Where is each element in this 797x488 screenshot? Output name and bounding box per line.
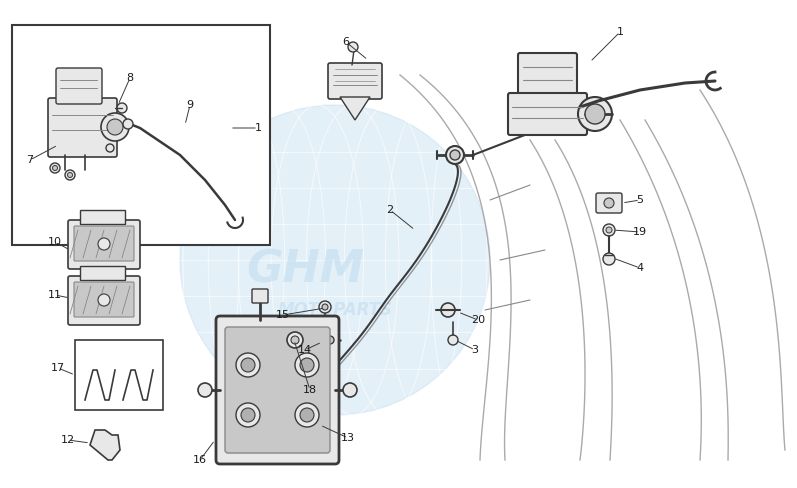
FancyBboxPatch shape — [328, 63, 382, 99]
Circle shape — [606, 227, 612, 233]
Circle shape — [295, 403, 319, 427]
Text: 15: 15 — [276, 310, 290, 320]
Polygon shape — [90, 430, 120, 460]
Circle shape — [241, 358, 255, 372]
Circle shape — [604, 198, 614, 208]
Circle shape — [98, 294, 110, 306]
Circle shape — [68, 172, 73, 178]
Circle shape — [287, 332, 303, 348]
Text: 14: 14 — [298, 345, 312, 355]
Text: 11: 11 — [48, 290, 62, 300]
Text: 17: 17 — [51, 363, 65, 373]
FancyBboxPatch shape — [74, 226, 134, 261]
FancyBboxPatch shape — [596, 193, 622, 213]
Circle shape — [236, 353, 260, 377]
Circle shape — [348, 42, 358, 52]
Circle shape — [123, 119, 133, 129]
Bar — [80, 210, 125, 224]
Polygon shape — [340, 97, 370, 120]
FancyBboxPatch shape — [225, 327, 330, 453]
Text: 1: 1 — [617, 27, 623, 37]
Text: 2: 2 — [387, 205, 394, 215]
Circle shape — [343, 383, 357, 397]
Bar — [12, 25, 270, 245]
Text: 12: 12 — [61, 435, 75, 445]
Circle shape — [180, 105, 490, 415]
Circle shape — [326, 336, 334, 344]
FancyBboxPatch shape — [518, 53, 577, 99]
Circle shape — [117, 103, 127, 113]
Circle shape — [441, 303, 455, 317]
Text: 19: 19 — [633, 227, 647, 237]
Circle shape — [65, 170, 75, 180]
FancyBboxPatch shape — [68, 276, 140, 325]
Text: 7: 7 — [26, 155, 33, 165]
FancyBboxPatch shape — [56, 68, 102, 104]
Circle shape — [50, 163, 60, 173]
Circle shape — [300, 408, 314, 422]
Text: 4: 4 — [637, 263, 643, 273]
Text: 1: 1 — [254, 123, 261, 133]
Text: 3: 3 — [472, 345, 478, 355]
Circle shape — [241, 408, 255, 422]
Circle shape — [53, 165, 57, 170]
FancyBboxPatch shape — [508, 93, 587, 135]
Text: MOTOPARTS: MOTOPARTS — [277, 301, 392, 319]
Circle shape — [106, 144, 114, 152]
Circle shape — [450, 150, 460, 160]
Circle shape — [585, 104, 605, 124]
Circle shape — [300, 358, 314, 372]
Circle shape — [198, 383, 212, 397]
Text: 6: 6 — [343, 37, 350, 47]
Circle shape — [236, 403, 260, 427]
Text: 13: 13 — [341, 433, 355, 443]
FancyBboxPatch shape — [216, 316, 339, 464]
Circle shape — [448, 335, 458, 345]
Text: 8: 8 — [127, 73, 134, 83]
Circle shape — [101, 113, 129, 141]
FancyBboxPatch shape — [252, 289, 268, 303]
Text: GHM: GHM — [246, 248, 364, 291]
Text: 5: 5 — [637, 195, 643, 205]
Bar — [80, 266, 125, 280]
Bar — [75, 340, 163, 410]
Text: 18: 18 — [303, 385, 317, 395]
FancyBboxPatch shape — [48, 98, 117, 157]
Circle shape — [98, 238, 110, 250]
Circle shape — [603, 253, 615, 265]
Circle shape — [322, 304, 328, 310]
Circle shape — [578, 97, 612, 131]
Circle shape — [446, 146, 464, 164]
Text: 16: 16 — [193, 455, 207, 465]
Circle shape — [291, 336, 299, 344]
Circle shape — [295, 353, 319, 377]
Circle shape — [319, 301, 331, 313]
FancyBboxPatch shape — [74, 282, 134, 317]
FancyBboxPatch shape — [68, 220, 140, 269]
Text: 10: 10 — [48, 237, 62, 247]
Circle shape — [322, 332, 338, 348]
Text: 9: 9 — [186, 100, 194, 110]
Circle shape — [603, 224, 615, 236]
Text: 20: 20 — [471, 315, 485, 325]
Circle shape — [107, 119, 123, 135]
